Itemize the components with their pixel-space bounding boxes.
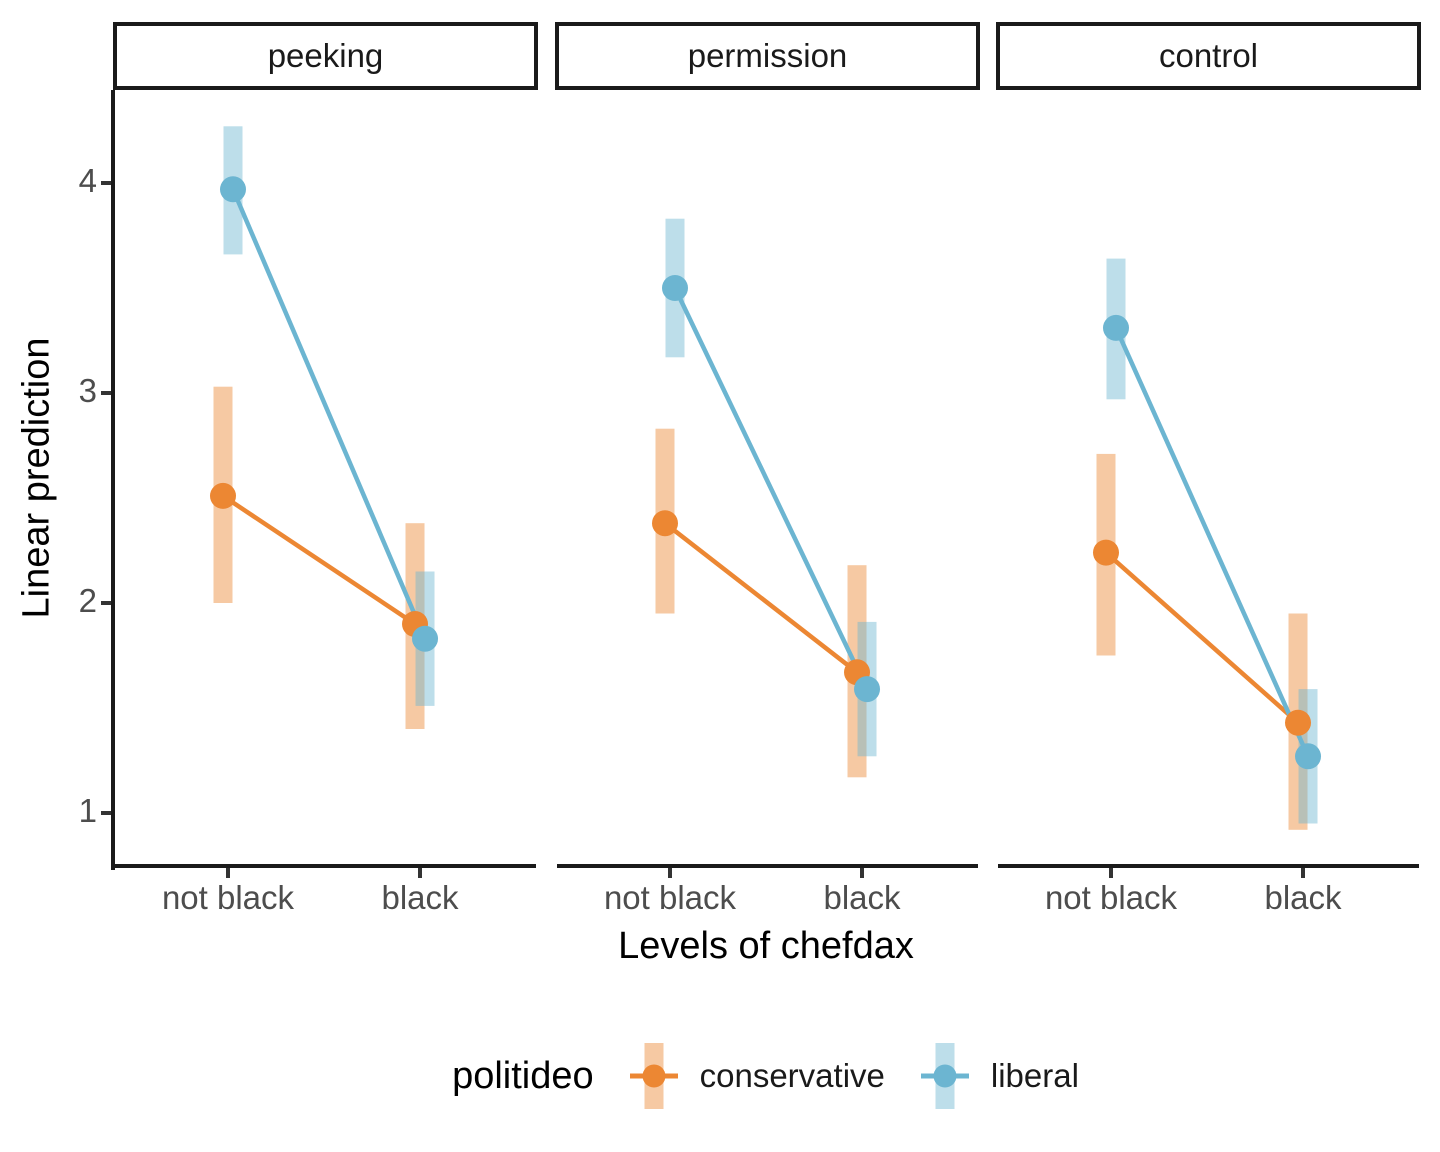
y-tick-label: 2 [78,582,97,619]
series-line-permission-liberal [672,287,870,691]
ci-bar-peeking-conservative-black [405,523,425,729]
pointrange-key-icon [629,1043,678,1109]
series-line-control-liberal [1113,326,1311,758]
x-tick-label: black [823,879,901,916]
y-tick [101,601,111,605]
ci-bar-control-liberal-black [1298,689,1318,824]
pointrange-key-icon [920,1043,969,1109]
x-tick [1301,868,1305,878]
x-axis-line [557,864,978,868]
data-point-peeking-liberal-not-black [219,176,246,203]
series-line-permission-conservative [663,521,859,675]
ci-bar-permission-conservative-black [847,565,867,778]
data-point-permission-liberal-black [854,676,881,703]
x-tick [860,868,864,878]
series-line-control-conservative [1104,550,1300,725]
data-point-peeking-conservative-not-black [209,482,236,509]
y-tick-label: 3 [78,372,97,409]
legend-title: politideo [452,1054,594,1097]
series-line-peeking-liberal [230,188,428,640]
facet-strip: permission [555,22,980,90]
data-point-control-liberal-black [1295,743,1322,770]
x-axis-line [111,864,536,868]
facet-strip: peeking [113,22,538,90]
x-tick-label: black [381,879,459,916]
data-point-control-liberal-not-black [1102,314,1129,341]
series-line-peeking-conservative [221,494,417,626]
ci-bar-peeking-liberal-black [415,571,435,706]
data-point-permission-conservative-not-black [651,510,678,537]
ci-bar-permission-liberal-not-black [665,218,685,358]
y-tick-label: 4 [78,162,97,199]
data-point-peeking-liberal-black [412,625,439,652]
data-point-peeking-conservative-black [402,611,429,637]
ci-bar-control-liberal-not-black [1106,258,1126,400]
ci-bar-permission-conservative-not-black [655,428,675,614]
data-point-control-conservative-black [1285,709,1312,736]
data-point-permission-liberal-not-black [661,275,688,301]
x-tick-label: not black [161,879,295,916]
facet-strip: control [996,22,1421,90]
facet-strip-label: control [1158,37,1259,74]
legend-label: conservative [699,1057,885,1094]
y-axis-line [111,90,115,870]
ci-bar-control-conservative-black [1288,613,1308,830]
x-tick [667,868,672,878]
data-point-control-conservative-not-black [1092,539,1119,566]
x-axis-line [998,864,1419,868]
x-tick-label: not black [603,879,737,916]
facet-strip-label: peeking [267,37,384,74]
ci-bar-peeking-conservative-not-black [213,386,233,603]
ci-bar-control-conservative-not-black [1096,453,1116,656]
x-axis-title: Levels of chefdax [618,925,914,967]
legend-item-liberal: liberal [920,1043,1079,1109]
y-tick-label: 1 [78,792,97,829]
ci-bar-permission-liberal-black [857,621,877,757]
facet-strip-label: permission [687,37,848,74]
y-tick [101,391,111,395]
y-tick [101,181,111,185]
x-tick-label: not black [1044,879,1178,916]
legend: politideo conservative liberal [115,1040,1416,1112]
x-tick [225,868,230,878]
data-point-permission-conservative-black [844,659,871,686]
x-tick-label: black [1264,879,1342,916]
legend-label: liberal [990,1057,1079,1094]
legend-item-conservative: conservative [629,1043,885,1109]
x-tick [418,868,422,878]
x-tick [1108,868,1113,878]
ci-bar-peeking-liberal-not-black [223,126,243,255]
y-tick [101,811,111,815]
